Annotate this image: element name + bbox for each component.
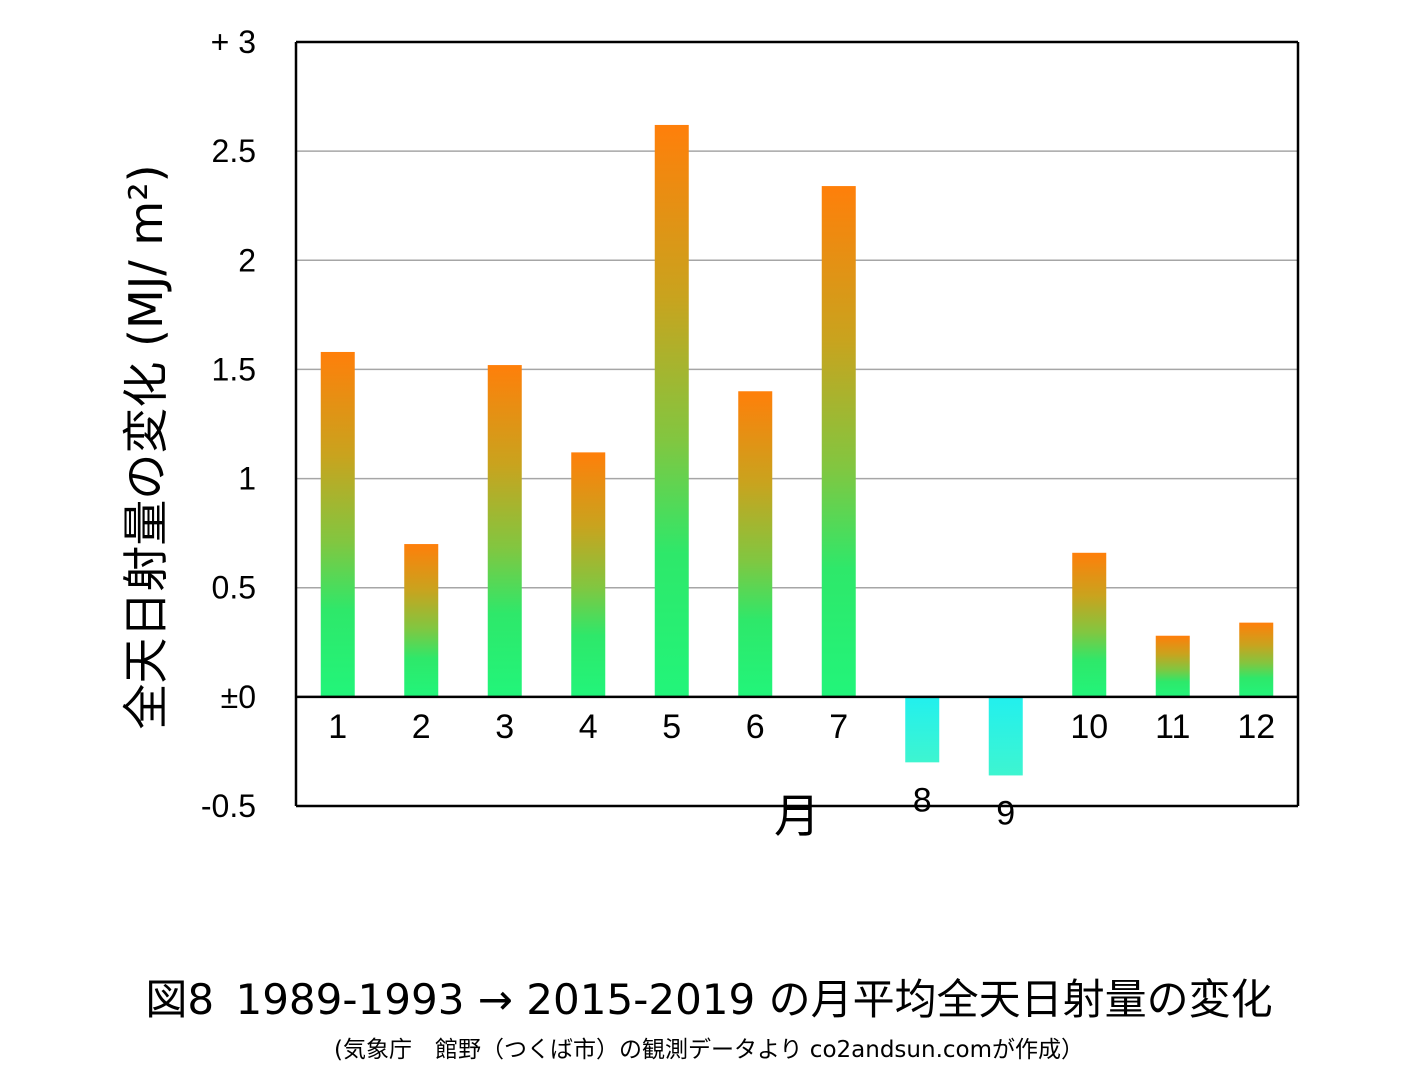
axes [294,40,1300,808]
plot-area [296,42,1298,806]
bar-month-8 [905,696,940,763]
x-tick-label-4: 4 [579,708,598,746]
x-tick-label-5: 5 [662,708,681,746]
figure-title-text: 1989-1993 → 2015-2019 の月平均全天日射量の変化 [235,975,1273,1024]
x-tick-label-2: 2 [412,708,431,746]
bar-month-1 [320,351,355,697]
chart: + 32.521.510.5±0-0.5 1 2 3 4 5 6 78 910 11 12 全天日… [119,24,1300,843]
bar-month-6 [738,391,773,697]
bar-month-9 [988,696,1023,776]
x-tick-label-12: 12 [1237,708,1275,746]
x-tick-label-6: 6 [746,708,765,746]
figure-number: 図8 [145,975,215,1024]
y-tick-label-5: 0.5 [212,570,256,606]
y-tick-label-0: + 3 [211,24,256,60]
bars [320,124,1274,776]
bar-month-5 [654,124,689,697]
bar-month-10 [1072,552,1107,697]
figure-subtitle: (気象庁 館野（つくば市）の観測データより co2andsun.comが作成） [333,1037,1085,1063]
bar-month-2 [404,544,439,697]
y-tick-label-3: 1.5 [212,351,256,387]
x-tick-label-3: 3 [495,708,514,746]
bar-month-7 [821,186,856,697]
y-tick-labels: + 3 2.5 2 1.5 1 0.5 ±0 -0.5 [201,24,256,824]
bar-month-3 [487,365,522,697]
x-tick-label-10: 10 [1070,708,1108,746]
x-tick-label-1: 1 [328,708,347,746]
y-tick-label-7: -0.5 [201,788,256,824]
bar-month-12 [1239,622,1274,697]
grid-lines [296,150,1298,589]
bar-month-4 [571,452,606,697]
x-tick-label-7: 7 [829,708,848,746]
y-axis-title: 全天日射量の変化 (MJ/ m²) [119,164,173,729]
y-tick-label-1: 2.5 [212,133,256,169]
figure-title: 図8 1989-1993 → 2015-2019 の月平均全天日射量の変化 [0,966,1418,1027]
bar-month-11 [1155,635,1190,697]
x-axis-title: 月 [774,789,820,843]
y-tick-label-2: 2 [238,242,256,278]
x-tick-labels: 1 2 3 4 5 6 78 910 11 12 [328,708,1275,833]
x-tick-label-11: 11 [1155,708,1190,746]
y-tick-label-4: 1 [238,461,256,497]
y-tick-label-6: ±0 [221,679,256,715]
x-tick-label-8: 8 [913,781,932,819]
x-tick-label-9: 9 [996,794,1015,832]
